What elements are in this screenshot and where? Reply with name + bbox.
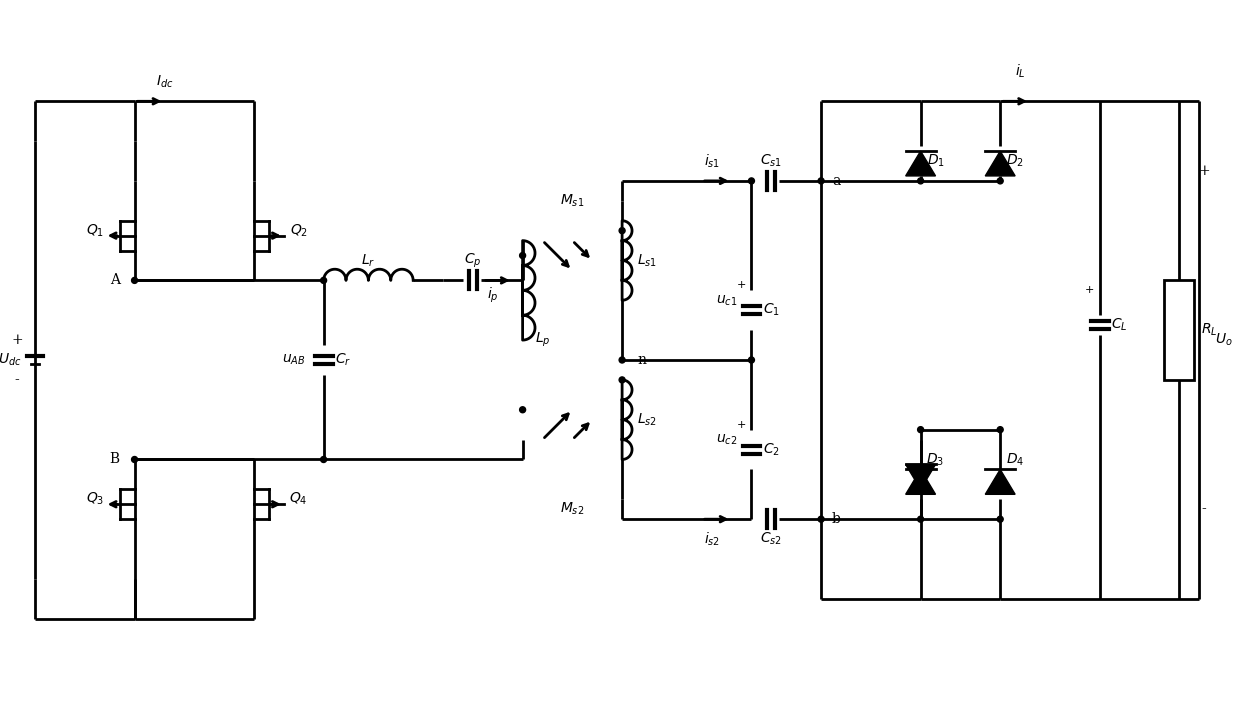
Circle shape [620, 228, 626, 233]
Text: +: + [737, 420, 746, 430]
Text: $M_{s2}$: $M_{s2}$ [560, 501, 585, 518]
Text: $C_2$: $C_2$ [763, 441, 779, 458]
Circle shape [918, 427, 923, 433]
Circle shape [748, 357, 755, 363]
Text: $C_1$: $C_1$ [763, 302, 779, 318]
Circle shape [997, 427, 1004, 433]
Text: $Q_1$: $Q_1$ [85, 222, 104, 239]
Text: $C_p$: $C_p$ [465, 251, 482, 270]
Text: $i_L$: $i_L$ [1015, 63, 1026, 80]
Text: $M_{s1}$: $M_{s1}$ [560, 193, 585, 209]
Text: $U_{dc}$: $U_{dc}$ [0, 352, 22, 368]
Text: $D_2$: $D_2$ [1006, 153, 1025, 169]
Text: B: B [109, 452, 120, 467]
Circle shape [620, 357, 626, 363]
Polygon shape [906, 464, 935, 490]
Text: $u_{c1}$: $u_{c1}$ [716, 293, 737, 307]
Circle shape [918, 516, 923, 522]
Text: $i_{s2}$: $i_{s2}$ [704, 531, 720, 548]
Text: $Q_3$: $Q_3$ [85, 491, 104, 508]
Text: $L_r$: $L_r$ [362, 252, 375, 269]
Text: n: n [638, 353, 647, 367]
Text: $i_{s1}$: $i_{s1}$ [704, 153, 720, 170]
FancyBboxPatch shape [1165, 280, 1194, 380]
Text: $C_{s1}$: $C_{s1}$ [761, 153, 782, 169]
Text: $Q_4$: $Q_4$ [290, 491, 309, 508]
Text: +: + [1198, 164, 1211, 178]
Text: -: - [1202, 503, 1207, 516]
Text: $L_p$: $L_p$ [535, 331, 550, 349]
Circle shape [321, 277, 327, 284]
Polygon shape [985, 151, 1015, 176]
Circle shape [818, 516, 824, 522]
Circle shape [519, 253, 525, 258]
Polygon shape [985, 469, 1015, 495]
Circle shape [748, 178, 755, 184]
Text: $L_{s2}$: $L_{s2}$ [637, 412, 657, 428]
Text: $Q_2$: $Q_2$ [290, 222, 307, 239]
Text: $D_3$: $D_3$ [927, 451, 944, 468]
Text: $C_L$: $C_L$ [1111, 317, 1127, 333]
Text: $D_1$: $D_1$ [927, 153, 944, 169]
Text: +: + [737, 280, 746, 290]
Circle shape [131, 456, 138, 462]
Text: $u_{AB}$: $u_{AB}$ [282, 353, 306, 367]
Text: A: A [109, 274, 120, 287]
Text: $R_L$: $R_L$ [1201, 322, 1218, 338]
Circle shape [818, 178, 824, 184]
Circle shape [997, 516, 1004, 522]
Text: a: a [831, 174, 840, 188]
Circle shape [519, 407, 525, 413]
Text: +: + [11, 333, 24, 347]
Text: $I_{dc}$: $I_{dc}$ [156, 73, 173, 89]
Polygon shape [906, 469, 935, 495]
Text: $i_p$: $i_p$ [487, 286, 498, 305]
Text: $C_{s2}$: $C_{s2}$ [761, 531, 782, 547]
Circle shape [321, 456, 327, 462]
Circle shape [997, 178, 1004, 184]
Circle shape [918, 178, 923, 184]
Text: $u_{c2}$: $u_{c2}$ [716, 433, 737, 447]
Text: $D_4$: $D_4$ [1006, 451, 1025, 468]
Text: -: - [15, 373, 20, 387]
Circle shape [131, 277, 138, 284]
Text: +: + [1085, 285, 1094, 295]
Text: $C_r$: $C_r$ [336, 352, 352, 368]
Text: b: b [831, 512, 840, 526]
Text: $U_o$: $U_o$ [1215, 332, 1233, 348]
Text: $L_{s1}$: $L_{s1}$ [637, 252, 657, 269]
Polygon shape [906, 151, 935, 176]
Circle shape [620, 377, 626, 383]
